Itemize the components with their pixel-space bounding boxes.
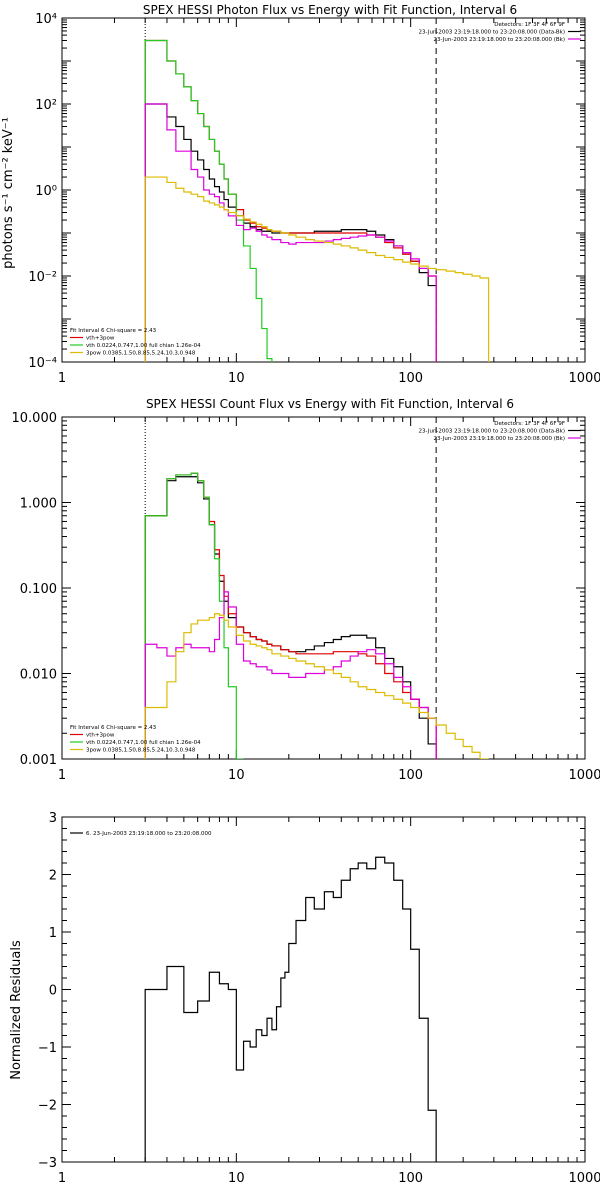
residuals-y-tick-label: 1 (49, 926, 57, 941)
count-flux-panel: SPEX HESSI Count Flux vs Energy with Fit… (12, 397, 600, 783)
count-flux-series-0-histogram (144, 476, 437, 759)
photon-flux-legend-entry: 23-Jun-2003 23:19:18.000 to 23:20:08.000… (419, 30, 565, 36)
residuals-y-tick-label: 3 (49, 811, 57, 826)
residuals-y-tick-label: −3 (38, 1156, 57, 1171)
photon-flux-legend-entry: Detectors: 1F 3F 4F 6F 9F (494, 22, 565, 28)
count-flux-legend-entry: vth+3pow (86, 733, 115, 739)
photon-flux-series-0-histogram (144, 103, 437, 362)
count-flux-legend-entry: vth 0.0224,0.747,1.00 full chian 1.26e-0… (86, 740, 201, 746)
photon-flux-series-4-histogram (144, 176, 490, 362)
photon-flux-y-tick-label: 10² (35, 98, 57, 113)
count-flux-title: SPEX HESSI Count Flux vs Energy with Fit… (146, 397, 514, 411)
residuals-y-tick-label: 0 (49, 984, 57, 999)
photon-flux-legend-entry: 23-Jun-2003 23:19:18.000 to 23:20:08.000… (433, 37, 565, 43)
photon-flux-y-tick-label: 10⁻² (28, 270, 57, 285)
residuals-x-tick-label: 100 (398, 1171, 423, 1186)
photon-flux-y-tick-label: 10⁴ (35, 12, 57, 27)
photon-flux-x-tick-label: 1000 (568, 371, 600, 386)
residuals-y-tick-label: −1 (38, 1041, 57, 1056)
count-flux-y-tick-label: 0.010 (20, 668, 57, 683)
count-flux-y-tick-label: 0.100 (20, 582, 57, 597)
count-flux-frame (61, 416, 586, 760)
photon-flux-x-tick-label: 100 (398, 371, 423, 386)
photon-flux-y-axis-label: photons s⁻¹ cm⁻² keV⁻¹ (1, 117, 16, 269)
count-flux-series-2-histogram (144, 472, 244, 759)
residuals-series-0-histogram (144, 856, 437, 1162)
residuals-x-tick-label: 1000 (568, 1171, 600, 1186)
count-flux-x-tick-label: 1 (58, 768, 66, 783)
photon-flux-plot-area: 1 10 100 1000 10⁻⁴ 10⁻² 10⁰ 10² 10⁴ Detectors: 1F… (28, 12, 600, 386)
residuals-y-tick-label: −2 (38, 1099, 57, 1114)
photon-flux-x-tick-label: 10 (228, 371, 245, 386)
count-flux-y-tick-label: 10.000 (12, 411, 58, 426)
count-flux-series-4-histogram (144, 613, 489, 759)
count-flux-x-tick-label: 10 (228, 768, 245, 783)
count-flux-legend-entry: Detectors: 1F 3F 4F 6F 9F (494, 421, 565, 427)
photon-flux-legend-entry: vth 0.0224,0.747,1.00 full chian 1.26e-0… (86, 343, 201, 349)
photon-flux-series-1-histogram (144, 39, 437, 362)
residuals-y-tick-label: 2 (49, 869, 57, 884)
photon-flux-legend-entry: Fit Interval 6 Chi-square = 2.43 (70, 328, 157, 334)
photon-flux-y-tick-label: 10⁻⁴ (28, 356, 57, 371)
residuals-legend-entry: 6. 23-Jun-2003 23:19:18.000 to 23:20:08.… (86, 831, 212, 837)
residuals-frame (61, 816, 586, 1163)
count-flux-x-tick-label: 1000 (568, 768, 600, 783)
count-flux-legend-entry: 23-Jun-2003 23:19:18.000 to 23:20:08.000… (433, 436, 565, 442)
count-flux-plot-area: 1 10 100 1000 0.001 0.010 0.100 1.000 10.000 Dete… (12, 411, 600, 783)
count-flux-x-tick-label: 100 (398, 768, 423, 783)
photon-flux-title: SPEX HESSI Photon Flux vs Energy with Fi… (143, 3, 517, 17)
count-flux-legend-entry: 3pow 0.0385,1.50,8.85,5.24,10.3,0.948 (86, 748, 196, 754)
photon-flux-frame (61, 17, 586, 363)
count-flux-y-tick-label: 1.000 (20, 497, 57, 512)
residuals-plot-area: 1 10 100 1000 −3 −2 −1 0 1 2 3 6. 23-Jun-2003 23:19… (38, 811, 600, 1186)
photon-flux-y-tick-label: 10⁰ (35, 184, 57, 199)
count-flux-series-1-histogram (144, 472, 437, 759)
residuals-x-tick-label: 10 (228, 1171, 245, 1186)
photon-flux-legend-entry: 3pow 0.0385,1.50,8.85,5.24,10.3,0.948 (86, 351, 196, 357)
photon-flux-panel: SPEX HESSI Photon Flux vs Energy with Fi… (1, 3, 600, 386)
count-flux-series-3-histogram (144, 591, 437, 759)
photon-flux-series-3-histogram (144, 103, 437, 362)
photon-flux-series-2-histogram (144, 39, 273, 362)
count-flux-legend-entry: Fit Interval 6 Chi-square = 2.43 (70, 725, 157, 731)
residuals-x-tick-label: 1 (58, 1171, 66, 1186)
residuals-y-axis-label: Normalized Residuals (9, 940, 24, 1080)
count-flux-y-tick-label: 0.001 (20, 753, 57, 768)
residuals-panel: Normalized Residuals 1 10 100 1000 −3 −2 −1 0 1 2… (9, 811, 600, 1186)
photon-flux-x-tick-label: 1 (58, 371, 66, 386)
count-flux-legend-entry: 23-Jun-2003 23:19:18.000 to 23:20:08.000… (419, 429, 565, 435)
photon-flux-legend-entry: vth+3pow (86, 336, 115, 342)
